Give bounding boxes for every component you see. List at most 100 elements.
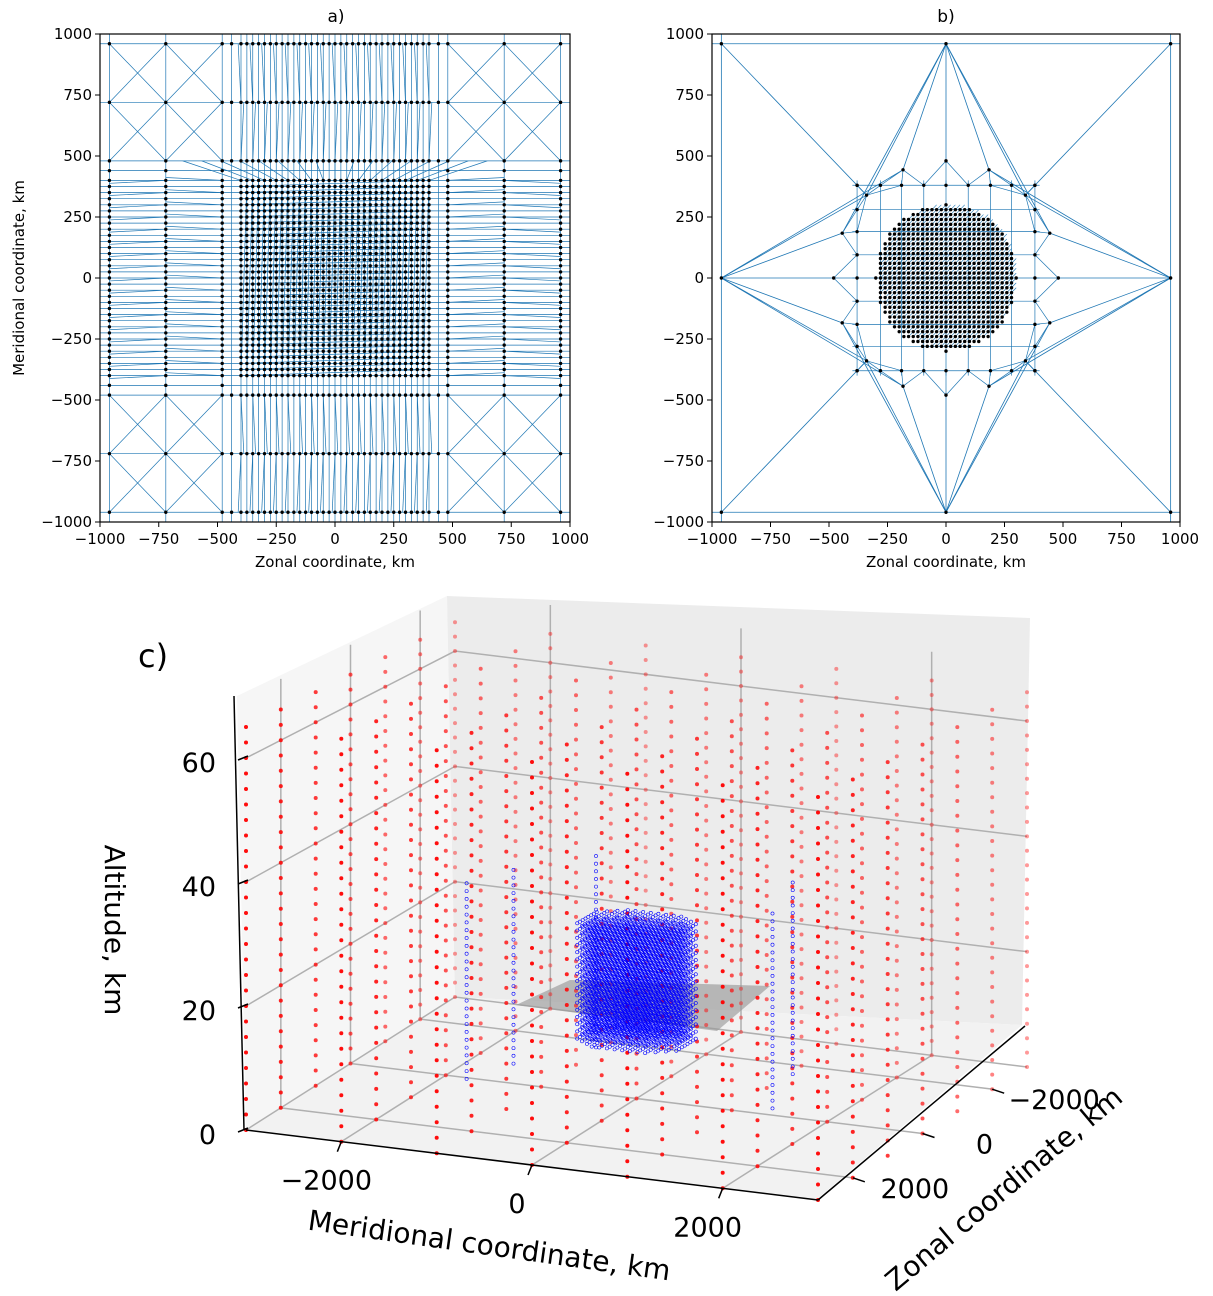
red-point — [599, 891, 604, 896]
red-point — [704, 862, 709, 867]
panel-b-ytick-label: 500 — [675, 147, 704, 165]
red-point — [244, 725, 248, 729]
red-point — [374, 872, 379, 877]
red-point — [885, 987, 890, 992]
mesh-node — [1005, 266, 1009, 270]
mesh-node — [356, 264, 361, 268]
red-point — [443, 998, 448, 1003]
mesh-node — [427, 373, 431, 378]
red-point — [1025, 762, 1029, 767]
red-point — [244, 957, 248, 962]
red-point — [504, 1046, 509, 1051]
red-point — [634, 737, 639, 742]
red-point — [790, 914, 795, 919]
mesh-node — [333, 215, 337, 219]
mesh-node — [107, 245, 112, 250]
mesh-node — [421, 209, 425, 213]
red-point — [539, 890, 544, 895]
red-point — [790, 793, 795, 798]
mesh-node — [409, 349, 414, 353]
mesh-edge — [165, 372, 223, 376]
red-point — [409, 747, 413, 752]
mesh-node — [274, 100, 278, 105]
red-point — [418, 871, 423, 876]
mesh-node — [292, 251, 296, 256]
red-point — [278, 1013, 283, 1018]
mesh-node — [1033, 369, 1037, 373]
mesh-node — [415, 100, 419, 105]
red-point — [513, 941, 518, 946]
mesh-node — [164, 355, 168, 359]
mesh-node — [902, 305, 906, 309]
red-point — [539, 770, 544, 775]
mesh-node — [380, 221, 384, 225]
mesh-node — [298, 337, 302, 341]
mesh-node — [220, 215, 224, 219]
mesh-node — [321, 184, 325, 189]
mesh-node — [345, 221, 349, 225]
red-point — [539, 1025, 544, 1029]
red-point — [729, 943, 734, 948]
mesh-node — [920, 300, 925, 305]
mesh-node — [986, 329, 990, 334]
mesh-edge — [264, 180, 271, 376]
mesh-node — [268, 184, 273, 189]
mesh-node — [911, 227, 915, 231]
mesh-node — [327, 190, 331, 195]
mesh-node — [256, 184, 261, 189]
mesh-node — [409, 343, 414, 347]
mesh-node — [421, 306, 425, 311]
mesh-node — [356, 184, 361, 189]
mesh-node — [963, 310, 967, 314]
mesh-node — [309, 190, 314, 195]
red-point — [574, 1033, 578, 1038]
mesh-node — [164, 393, 168, 397]
mesh-node — [303, 343, 308, 347]
mesh-node — [345, 215, 349, 219]
mesh-node — [327, 367, 331, 372]
mesh-node — [906, 276, 911, 280]
mesh-node — [245, 349, 249, 353]
red-point — [739, 698, 743, 703]
mesh-edge — [165, 238, 223, 242]
mesh-node — [920, 222, 925, 227]
mesh-node — [286, 197, 290, 201]
red-point — [504, 743, 509, 748]
mesh-edge — [281, 180, 289, 376]
mesh-node — [944, 237, 948, 241]
mesh-node — [245, 288, 249, 292]
red-point — [348, 702, 353, 707]
mesh-node — [350, 227, 355, 231]
mesh-node — [303, 209, 308, 213]
red-point — [599, 861, 604, 866]
mesh-node — [262, 264, 267, 268]
red-point — [504, 834, 509, 839]
red-point — [834, 811, 839, 815]
mesh-node — [948, 232, 953, 236]
mesh-node — [972, 295, 976, 300]
mesh-node — [415, 349, 419, 353]
mesh-edge — [1049, 232, 1171, 279]
mesh-node — [953, 286, 958, 290]
mesh-node — [409, 190, 414, 195]
mesh-node — [1000, 266, 1004, 270]
mesh-edge — [240, 314, 430, 322]
mesh-node — [902, 256, 906, 261]
mesh-node — [362, 319, 367, 323]
red-point — [278, 738, 283, 743]
blue-point — [578, 1020, 582, 1025]
mesh-node — [327, 300, 331, 305]
mesh-node — [321, 159, 325, 163]
red-point — [348, 1046, 353, 1051]
mesh-node — [502, 197, 506, 201]
mesh-node — [251, 184, 255, 189]
mesh-node — [897, 290, 901, 295]
mesh-edge — [275, 102, 280, 161]
red-point — [764, 1071, 769, 1076]
mesh-node — [368, 100, 372, 105]
mesh-node — [963, 271, 967, 275]
red-point — [539, 725, 544, 730]
red-point — [434, 1089, 439, 1094]
mesh-node — [934, 242, 939, 246]
mesh-node — [981, 247, 986, 251]
